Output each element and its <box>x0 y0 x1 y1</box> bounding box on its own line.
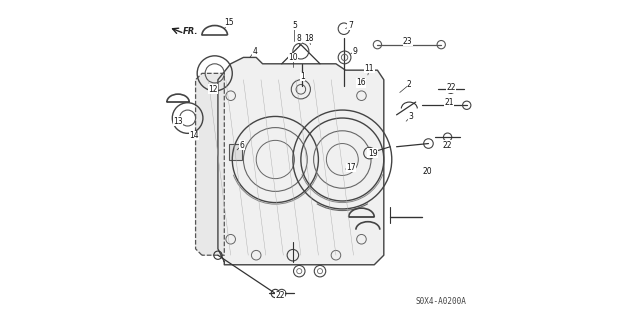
Text: 11: 11 <box>365 64 374 73</box>
Text: 23: 23 <box>403 37 413 46</box>
Text: 18: 18 <box>304 34 314 43</box>
Text: FR.: FR. <box>183 27 198 36</box>
Text: S0X4-A0200A: S0X4-A0200A <box>416 297 467 306</box>
Text: 12: 12 <box>209 85 218 94</box>
Text: 6: 6 <box>239 141 244 150</box>
Text: 22: 22 <box>443 141 452 150</box>
Text: 15: 15 <box>224 18 234 27</box>
Text: 21: 21 <box>444 98 454 107</box>
Bar <box>229 144 242 160</box>
Text: 3: 3 <box>408 112 413 121</box>
Text: 4: 4 <box>252 47 257 56</box>
Text: 13: 13 <box>173 117 183 126</box>
Text: 19: 19 <box>368 149 378 158</box>
Text: 7: 7 <box>348 21 353 30</box>
Text: 1: 1 <box>300 72 305 81</box>
Text: 16: 16 <box>356 78 365 87</box>
Text: 8: 8 <box>297 34 301 43</box>
Text: 5: 5 <box>292 21 297 30</box>
Text: 20: 20 <box>422 167 431 176</box>
Text: 17: 17 <box>346 163 356 172</box>
Text: 9: 9 <box>352 47 357 56</box>
Text: 14: 14 <box>189 131 199 140</box>
Text: 22: 22 <box>275 291 285 300</box>
Text: 22: 22 <box>446 83 456 92</box>
Polygon shape <box>218 57 384 265</box>
Polygon shape <box>196 73 224 255</box>
Text: 10: 10 <box>288 53 298 62</box>
Text: 2: 2 <box>407 80 412 89</box>
